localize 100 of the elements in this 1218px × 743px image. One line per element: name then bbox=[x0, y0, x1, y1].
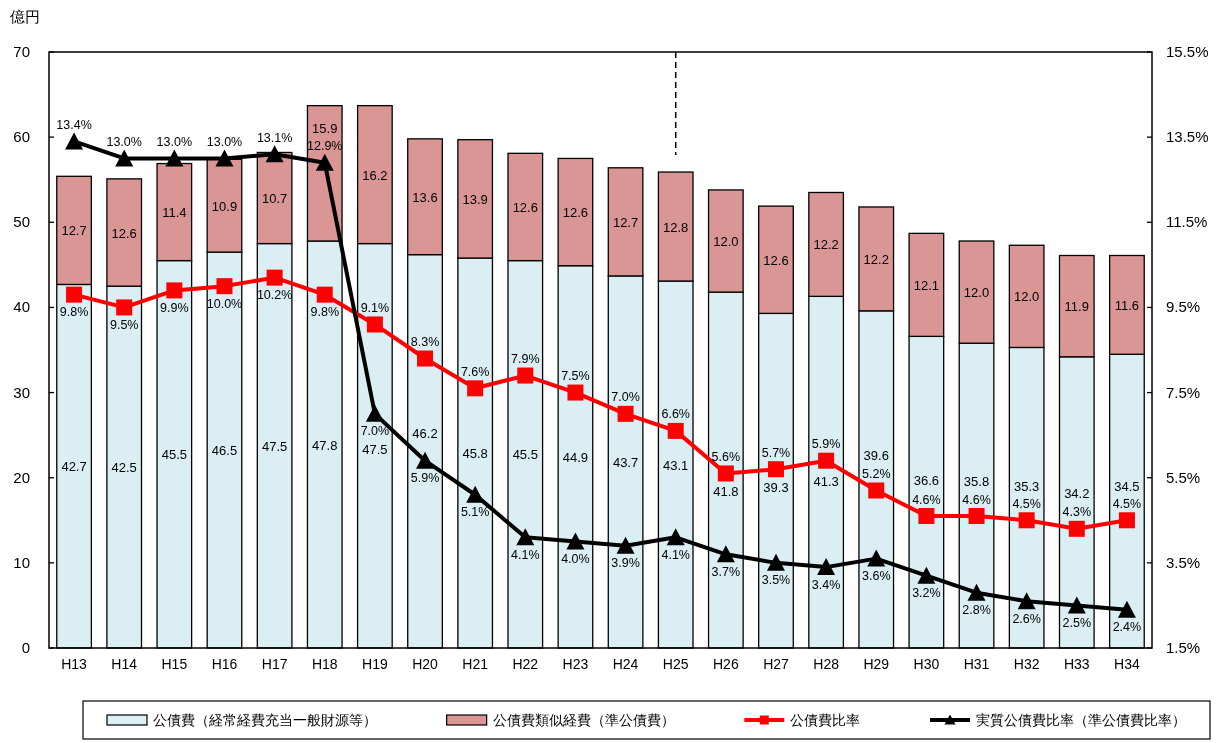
data-label: 3.5% bbox=[761, 573, 791, 588]
data-label: 13.0% bbox=[206, 134, 243, 149]
x-tick-label: H14 bbox=[111, 656, 138, 672]
data-label: 4.5% bbox=[1112, 496, 1142, 511]
x-tick-label: H27 bbox=[763, 656, 790, 672]
data-label: 12.0 bbox=[963, 285, 990, 301]
data-label: 43.7 bbox=[612, 454, 639, 470]
data-label: 5.7% bbox=[761, 445, 791, 460]
x-tick-label: H34 bbox=[1114, 656, 1140, 672]
data-label: 45.5 bbox=[512, 447, 538, 463]
y2-tick-label: 1.5% bbox=[1166, 639, 1201, 656]
data-label: 2.5% bbox=[1062, 615, 1092, 630]
y2-tick-label: 7.5% bbox=[1166, 383, 1201, 401]
x-tick-label: H29 bbox=[863, 656, 890, 672]
x-tick-label: H25 bbox=[662, 656, 689, 672]
data-label: 12.6 bbox=[111, 225, 137, 241]
data-label: 2.4% bbox=[1112, 620, 1142, 635]
data-label: 4.6% bbox=[962, 492, 991, 507]
y2-tick-label: 5.5% bbox=[1166, 468, 1201, 486]
data-label: 9.8% bbox=[310, 305, 339, 320]
y2-tick-label: 13.5% bbox=[1166, 128, 1209, 146]
x-tick-label: H23 bbox=[562, 656, 589, 672]
data-label: 41.8 bbox=[713, 484, 739, 500]
data-label: 15.9 bbox=[312, 121, 338, 137]
data-label: 12.0 bbox=[713, 234, 739, 250]
data-label: 8.3% bbox=[410, 335, 440, 350]
data-label: 45.8 bbox=[462, 446, 488, 462]
data-label: 4.3% bbox=[1062, 505, 1092, 520]
legend-label: 公債費比率 bbox=[790, 712, 861, 728]
x-tick-label: H28 bbox=[813, 656, 840, 672]
data-label: 3.4% bbox=[811, 577, 841, 592]
data-label: 34.5 bbox=[1114, 479, 1140, 495]
y-tick-label: 50 bbox=[13, 213, 30, 231]
data-label: 42.5 bbox=[111, 460, 137, 476]
data-label: 10.9 bbox=[211, 198, 238, 214]
data-label: 2.8% bbox=[962, 603, 991, 618]
y2-tick-label: 11.5% bbox=[1166, 213, 1208, 231]
data-label: 7.0% bbox=[360, 424, 390, 439]
data-label: 5.9% bbox=[410, 471, 440, 486]
data-label: 34.2 bbox=[1064, 486, 1090, 502]
data-label: 3.2% bbox=[912, 586, 941, 601]
data-label: 13.9 bbox=[462, 191, 488, 207]
data-label: 35.3 bbox=[1014, 478, 1040, 494]
y-axis-title: 億円 bbox=[10, 8, 40, 25]
data-label: 7.5% bbox=[561, 369, 590, 384]
data-label: 12.6 bbox=[562, 205, 589, 221]
data-label: 5.9% bbox=[811, 437, 841, 452]
data-label: 10.7 bbox=[261, 191, 288, 207]
y-tick-label: 10 bbox=[13, 553, 30, 571]
data-label: 12.1 bbox=[913, 277, 940, 293]
data-label: 12.2 bbox=[863, 251, 889, 267]
x-tick-label: H16 bbox=[211, 656, 238, 672]
legend-label: 実質公債費比率（準公債費比率） bbox=[976, 712, 1186, 728]
x-tick-label: H20 bbox=[412, 656, 439, 672]
y-tick-label: 20 bbox=[13, 468, 30, 486]
data-label: 35.8 bbox=[963, 473, 990, 489]
data-label: 3.7% bbox=[711, 564, 741, 579]
data-label: 4.1% bbox=[511, 547, 540, 562]
data-label: 39.3 bbox=[763, 479, 789, 495]
data-label: 3.9% bbox=[611, 556, 640, 571]
x-tick-label: H19 bbox=[362, 656, 388, 672]
data-label: 3.6% bbox=[862, 569, 891, 584]
data-label: 11.6 bbox=[1114, 297, 1140, 313]
data-label: 46.5 bbox=[211, 443, 238, 459]
data-label: 13.4% bbox=[56, 117, 92, 132]
x-tick-label: H17 bbox=[261, 656, 288, 672]
data-label: 7.0% bbox=[611, 390, 640, 405]
data-label: 12.7 bbox=[61, 223, 87, 239]
data-label: 39.6 bbox=[863, 448, 889, 464]
data-label: 4.1% bbox=[661, 547, 690, 562]
data-label: 2.6% bbox=[1012, 611, 1041, 626]
data-label: 13.0% bbox=[156, 134, 193, 149]
data-label: 16.2 bbox=[362, 167, 388, 183]
data-label: 9.8% bbox=[59, 305, 89, 320]
data-label: 5.6% bbox=[711, 449, 741, 464]
data-label: 36.6 bbox=[913, 473, 940, 489]
x-tick-label: H15 bbox=[161, 656, 188, 672]
data-label: 46.2 bbox=[412, 426, 438, 442]
x-tick-label: H26 bbox=[713, 656, 739, 672]
data-label: 12.2 bbox=[813, 237, 839, 253]
data-label: 45.5 bbox=[161, 447, 187, 463]
x-tick-label: H18 bbox=[311, 656, 338, 672]
data-label: 11.9 bbox=[1064, 299, 1089, 315]
x-tick-label: H13 bbox=[61, 656, 88, 672]
data-label: 44.9 bbox=[562, 449, 589, 465]
legend-label: 公債費類似経費（準公債費） bbox=[492, 712, 675, 728]
data-label: 47.5 bbox=[362, 441, 388, 457]
data-label: 6.6% bbox=[661, 407, 690, 422]
y-tick-label: 70 bbox=[13, 43, 30, 60]
data-label: 7.9% bbox=[511, 352, 540, 367]
data-label: 13.6 bbox=[412, 189, 438, 205]
data-label: 11.4 bbox=[162, 205, 187, 221]
data-label: 42.7 bbox=[61, 459, 87, 475]
data-label: 9.9% bbox=[160, 300, 189, 315]
data-label: 13.1% bbox=[256, 130, 293, 145]
x-tick-label: H31 bbox=[963, 656, 990, 672]
y-tick-label: 0 bbox=[21, 639, 30, 656]
y2-tick-label: 15.5% bbox=[1166, 43, 1209, 60]
x-tick-label: H22 bbox=[512, 656, 539, 672]
data-label: 12.6 bbox=[512, 199, 538, 215]
